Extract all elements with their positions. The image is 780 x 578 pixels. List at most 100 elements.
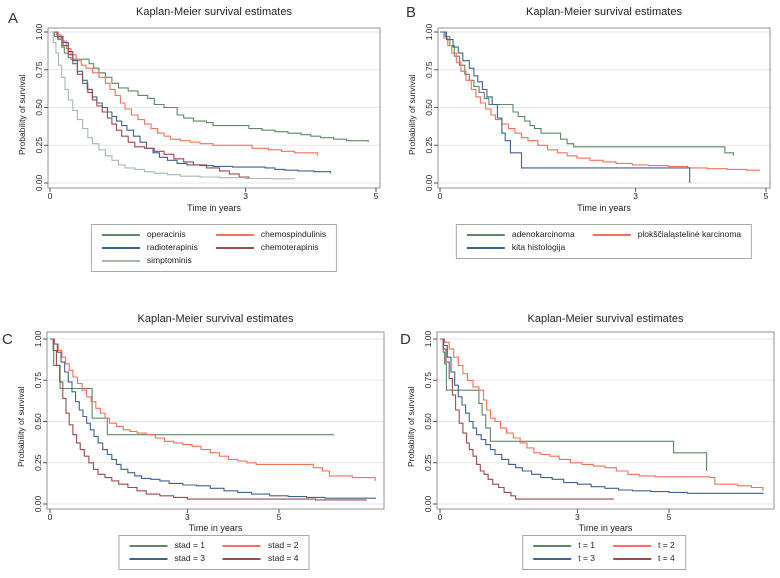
- x-tick-label: 0: [438, 191, 443, 201]
- series-path-t-2: [440, 338, 764, 491]
- chart-title: Kaplan-Meier survival estimates: [526, 6, 682, 18]
- legend-item-label: kita histologija: [511, 242, 566, 252]
- x-axis-label: Time in years: [188, 523, 243, 533]
- y-tick-label: 1.00: [423, 330, 433, 347]
- x-tick-label: 5: [764, 191, 769, 201]
- legend-b: adenokarcinoma plokščialąstelinė karcinom…: [455, 224, 753, 259]
- panel-a: A Kaplan-Meier survival estimates Probab…: [0, 0, 390, 289]
- series-path-t-4: [440, 338, 614, 500]
- x-tick-label: 0: [48, 512, 53, 522]
- panel-letter-a: A: [8, 10, 19, 27]
- x-axis-label: Time in years: [577, 203, 631, 213]
- panel-b: B Kaplan-Meier survival estimates Probab…: [390, 0, 780, 289]
- panel-letter-c: C: [2, 331, 13, 348]
- y-tick-label: 0.00: [423, 495, 433, 512]
- legend-item: operacinis: [101, 228, 198, 241]
- legend-line-swatch: [592, 233, 631, 236]
- km-chart-c: 0.00 0.25 0.50 0.75 1.00 0 3 5: [33, 330, 385, 522]
- legend-d: t = 1 t = 2 t = 3 t = 4: [522, 535, 686, 570]
- panel-c: C Kaplan-Meier survival estimates Probab…: [0, 289, 390, 578]
- legend-item: simptominis: [101, 254, 198, 267]
- legend-item-label: adenokarcinoma: [511, 229, 575, 239]
- panel-letter-d: D: [400, 331, 411, 348]
- series-path-simptominis: [50, 31, 296, 180]
- legend-item-label: t = 2: [658, 540, 675, 550]
- x-tick-label: 0: [438, 512, 443, 522]
- x-tick-label: 3: [243, 191, 248, 201]
- y-tick-label: 0.00: [424, 174, 434, 191]
- series-path-chemoterapinis: [50, 31, 250, 179]
- legend-item-label: stad = 4: [268, 553, 299, 563]
- legend-item-label: t = 4: [658, 553, 675, 563]
- legend-line-swatch: [101, 259, 140, 262]
- series-path-stad-4: [50, 338, 367, 501]
- y-tick-label: 0.50: [424, 99, 434, 116]
- y-tick-label: 0.50: [423, 413, 433, 430]
- y-tick-label: 0.25: [424, 137, 434, 154]
- legend-line-swatch: [129, 557, 168, 560]
- legend-item-label: stad = 2: [268, 540, 299, 550]
- plot-border: [46, 331, 385, 510]
- x-tick-label: 3: [575, 512, 580, 522]
- series-path-stad-2: [50, 338, 376, 481]
- series-path-operacinis: [50, 31, 369, 143]
- y-tick-label: 1.00: [424, 23, 434, 40]
- legend-item-label: chemospindulinis: [260, 229, 327, 239]
- legend-item: t = 1: [533, 539, 595, 552]
- legend-item-label: plokščialąstelinė karcinoma: [637, 229, 742, 239]
- legend-item-label: operacinis: [146, 229, 186, 239]
- legend-item: plokščialąstelinė karcinoma: [592, 228, 742, 241]
- x-tick-label: 3: [633, 191, 638, 201]
- legend-line-swatch: [223, 557, 261, 560]
- legend-item: stad = 3: [129, 552, 205, 565]
- legend-line-swatch: [101, 233, 140, 236]
- legend-line-swatch: [466, 246, 505, 249]
- y-tick-label: 0.75: [34, 61, 44, 78]
- legend-item-label: simptominis: [146, 255, 192, 265]
- y-tick-label: 0.25: [33, 454, 43, 471]
- plot-border: [436, 331, 775, 510]
- legend-item: t = 4: [613, 552, 675, 565]
- legend-item: adenokarcinoma: [466, 228, 575, 241]
- y-tick-label: 0.25: [34, 137, 44, 154]
- y-tick-label: 0.75: [423, 372, 433, 389]
- legend-line-swatch: [533, 544, 572, 547]
- panel-d: D Kaplan-Meier survival estimates Probab…: [390, 289, 780, 578]
- legend-item-label: radioterapinis: [146, 242, 198, 252]
- y-tick-label: 0.75: [424, 61, 434, 78]
- y-tick-label: 1.00: [33, 330, 43, 347]
- y-axis-label: Probability of survival: [407, 74, 417, 155]
- legend-item: stad = 1: [129, 539, 205, 552]
- series-path-stad-3: [50, 338, 376, 500]
- legend-item-label: chemoterapinis: [260, 242, 319, 252]
- legend-line-swatch: [533, 557, 572, 560]
- x-tick-label: 3: [185, 512, 190, 522]
- series-path-t-1: [440, 338, 708, 471]
- y-tick-label: 0.00: [34, 174, 44, 191]
- km-chart-d: 0.00 0.25 0.50 0.75 1.00 0 3 5: [423, 330, 775, 522]
- x-axis-label: Time in years: [187, 203, 241, 213]
- chart-title: Kaplan-Meier survival estimates: [137, 313, 294, 325]
- legend-line-swatch: [613, 557, 651, 560]
- y-tick-label: 0.00: [33, 495, 43, 512]
- y-axis-label: Probability of survival: [16, 386, 26, 467]
- x-axis-label: Time in years: [578, 523, 633, 533]
- legend-item-label: stad = 3: [174, 553, 205, 563]
- x-tick-label: 0: [48, 191, 53, 201]
- km-chart-b: 0.00 0.25 0.50 0.75 1.00 0 3 5: [424, 23, 771, 201]
- legend-item-label: stad = 1: [174, 540, 205, 550]
- legend-c: stad = 1 stad = 2 stad = 3 stad = 4: [118, 535, 310, 570]
- legend-line-swatch: [215, 233, 254, 236]
- legend-line-swatch: [215, 246, 254, 249]
- series-path-stad-1: [50, 338, 334, 436]
- x-tick-label: 5: [374, 191, 379, 201]
- x-tick-label: 5: [667, 512, 672, 522]
- legend-item: chemospindulinis: [215, 228, 327, 241]
- series-path-plok-ial-stelin-karcinoma: [440, 31, 761, 171]
- legend-item: t = 2: [613, 539, 675, 552]
- y-tick-label: 0.50: [33, 413, 43, 430]
- series-path-adenokarcinoma: [440, 31, 734, 156]
- legend-item: kita histologija: [466, 241, 575, 254]
- legend-line-swatch: [613, 544, 651, 547]
